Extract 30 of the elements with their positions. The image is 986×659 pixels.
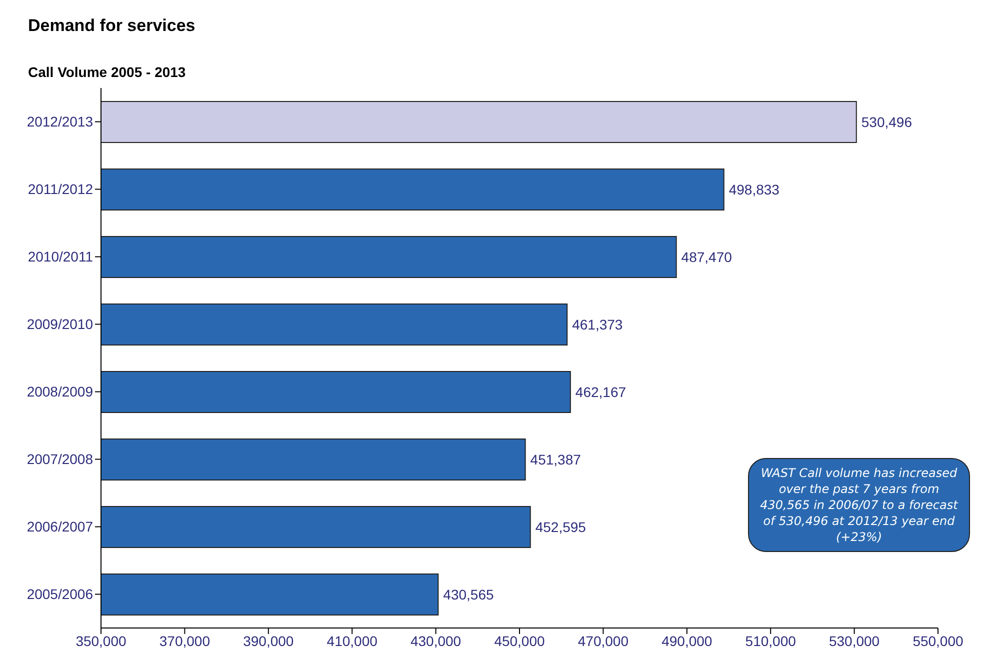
x-tick-label: 390,000 <box>243 632 294 649</box>
y-tick-label: 2006/2007 <box>26 518 94 535</box>
data-label: 462,167 <box>575 384 626 400</box>
chart-subtitle: Call Volume 2005 - 2013 <box>28 64 186 80</box>
data-label: 430,565 <box>443 586 494 602</box>
annotation: WAST Call volume has increased over the past 7 years from 430,565 in 2006/07 to a forecast of 530,496 at 2012/13 year end (+23%) <box>748 458 970 552</box>
chart-title: Demand for services <box>28 16 196 36</box>
data-label: 498,833 <box>728 181 780 198</box>
x-tick-label: 470,000 <box>578 632 629 649</box>
x-tick-label: 530,000 <box>828 632 880 649</box>
y-tick-label: 2008/2009 <box>26 384 94 400</box>
data-label: 487,470 <box>681 248 732 265</box>
x-tick-label: 430,000 <box>410 632 462 649</box>
y-tick-label: 2005/2006 <box>26 586 94 602</box>
x-tick-label: 510,000 <box>745 632 796 649</box>
x-tick-label: 370,000 <box>159 632 210 649</box>
data-label: 530,496 <box>861 114 912 130</box>
x-tick-label: 450,000 <box>494 632 546 649</box>
y-tick-label: 2009/2010 <box>26 316 94 332</box>
data-label: 452,595 <box>535 518 586 535</box>
x-tick-label: 550,000 <box>912 632 964 649</box>
x-tick-label: 410,000 <box>326 632 378 649</box>
data-label: 461,373 <box>572 316 623 332</box>
x-tick-label: 350,000 <box>76 632 127 649</box>
y-tick-label: 2007/2008 <box>26 451 94 468</box>
y-tick-label: 2012/2013 <box>26 114 94 130</box>
x-tick-label: 490,000 <box>662 632 712 649</box>
y-tick-label: 2010/2011 <box>28 248 94 265</box>
y-tick-label: 2011/2012 <box>28 181 94 198</box>
data-label: 451,387 <box>530 451 582 468</box>
